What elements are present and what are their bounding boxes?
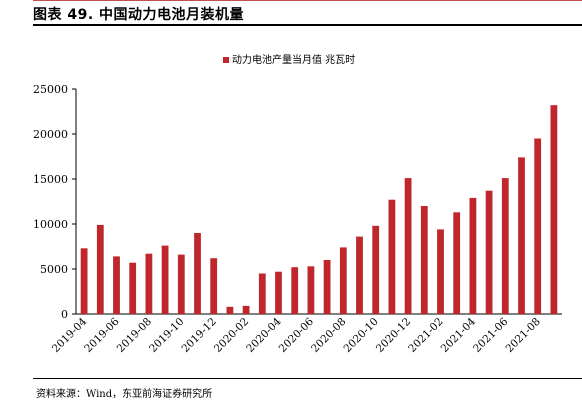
legend-label: 动力电池产量当月值 兆瓦时 bbox=[232, 53, 355, 66]
x-tick-label: 2020-10 bbox=[341, 316, 380, 355]
x-axis: 2019-042019-062019-082019-102019-122020-… bbox=[50, 313, 562, 355]
bar-series bbox=[80, 105, 558, 314]
bar-2021-02 bbox=[437, 229, 444, 314]
x-tick-label: 2020-08 bbox=[309, 316, 348, 355]
top-rule bbox=[33, 0, 582, 1]
bar-2020-04 bbox=[275, 271, 282, 314]
bar-2019-09 bbox=[161, 245, 169, 314]
bar-2019-04 bbox=[80, 248, 88, 314]
figure-title: 图表 49. 中国动力电池月装机量 bbox=[33, 7, 245, 23]
bar-2019-05 bbox=[96, 224, 104, 314]
bar-2020-09 bbox=[356, 236, 363, 314]
title-rule bbox=[33, 24, 582, 26]
bottom-rule bbox=[33, 378, 582, 379]
y-axis: 0 5000 10000 15000 20000 25000 bbox=[33, 83, 77, 321]
x-tick-label: 2020-12 bbox=[374, 316, 413, 355]
x-tick-label: 2021-08 bbox=[503, 316, 542, 355]
y-tick-label: 5000 bbox=[40, 263, 68, 276]
legend: 动力电池产量当月值 兆瓦时 bbox=[223, 53, 355, 66]
bar-2021-03 bbox=[453, 212, 461, 314]
y-tick-label: 20000 bbox=[33, 128, 68, 141]
bar-2020-02 bbox=[242, 305, 250, 314]
bar-2019-10 bbox=[177, 254, 185, 314]
y-tick-label: 15000 bbox=[33, 173, 68, 186]
bar-2019-12 bbox=[210, 258, 218, 314]
bar-2020-06 bbox=[307, 266, 315, 314]
bar-2021-09 bbox=[550, 105, 558, 314]
y-tick-label: 25000 bbox=[33, 83, 68, 96]
legend-swatch bbox=[223, 57, 229, 63]
bar-2021-01 bbox=[420, 206, 428, 314]
bar-2020-12 bbox=[404, 178, 412, 314]
bar-2021-04 bbox=[469, 197, 477, 314]
bar-2019-11 bbox=[194, 233, 201, 314]
x-tick-label: 2021-02 bbox=[406, 316, 445, 355]
x-tick-label: 2019-08 bbox=[115, 316, 154, 355]
x-tick-label: 2020-02 bbox=[212, 316, 251, 355]
bar-2021-08 bbox=[534, 138, 542, 314]
bar-2020-11 bbox=[388, 199, 396, 314]
bar-2020-03 bbox=[258, 273, 266, 314]
source-note: 资料来源：Wind，东亚前海证券研究所 bbox=[36, 389, 213, 400]
bar-2020-10 bbox=[372, 225, 380, 314]
bar-2019-06 bbox=[113, 256, 120, 314]
bar-2019-07 bbox=[129, 262, 137, 314]
y-tick-label: 0 bbox=[61, 308, 68, 321]
bar-2020-08 bbox=[339, 247, 347, 314]
bar-2021-07 bbox=[518, 157, 525, 314]
y-tick-label: 10000 bbox=[33, 218, 68, 231]
bar-2021-06 bbox=[501, 178, 509, 314]
bar-2020-05 bbox=[291, 267, 299, 314]
bar-2020-07 bbox=[323, 260, 331, 314]
bar-2021-05 bbox=[485, 190, 493, 314]
bar-2019-08 bbox=[145, 253, 153, 314]
bar-2020-01 bbox=[226, 306, 234, 314]
x-tick-label: 2019-12 bbox=[179, 316, 218, 355]
x-tick-label: 2019-10 bbox=[147, 316, 186, 355]
bar-chart: 动力电池产量当月值 兆瓦时 0500010000150002000025000 … bbox=[33, 53, 562, 355]
